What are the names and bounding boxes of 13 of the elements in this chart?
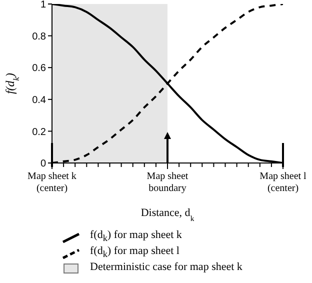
- y-tick-label: 0: [40, 158, 46, 170]
- x-tick-label: Map sheet k (center): [28, 171, 76, 194]
- y-tick-label: 0.4: [32, 94, 46, 106]
- legend-label: Deterministic case for map sheet k: [90, 261, 242, 274]
- y-tick-label: 0.6: [32, 63, 46, 74]
- legend-label: f(d$_{k}$) for map sheet l: [90, 245, 180, 260]
- y-tick-label: 1: [40, 0, 46, 11]
- y-tick-label: 0.8: [32, 31, 46, 42]
- x-tick-label: Map sheet l (center): [260, 171, 307, 194]
- x-axis-title: Distance, d$_{k}$: [140, 207, 194, 222]
- x-tick-label: Map sheet boundary: [146, 171, 188, 194]
- legend-label: f(d$_{k}$) for map sheet k: [90, 229, 182, 244]
- y-tick-label: 0.2: [32, 126, 46, 138]
